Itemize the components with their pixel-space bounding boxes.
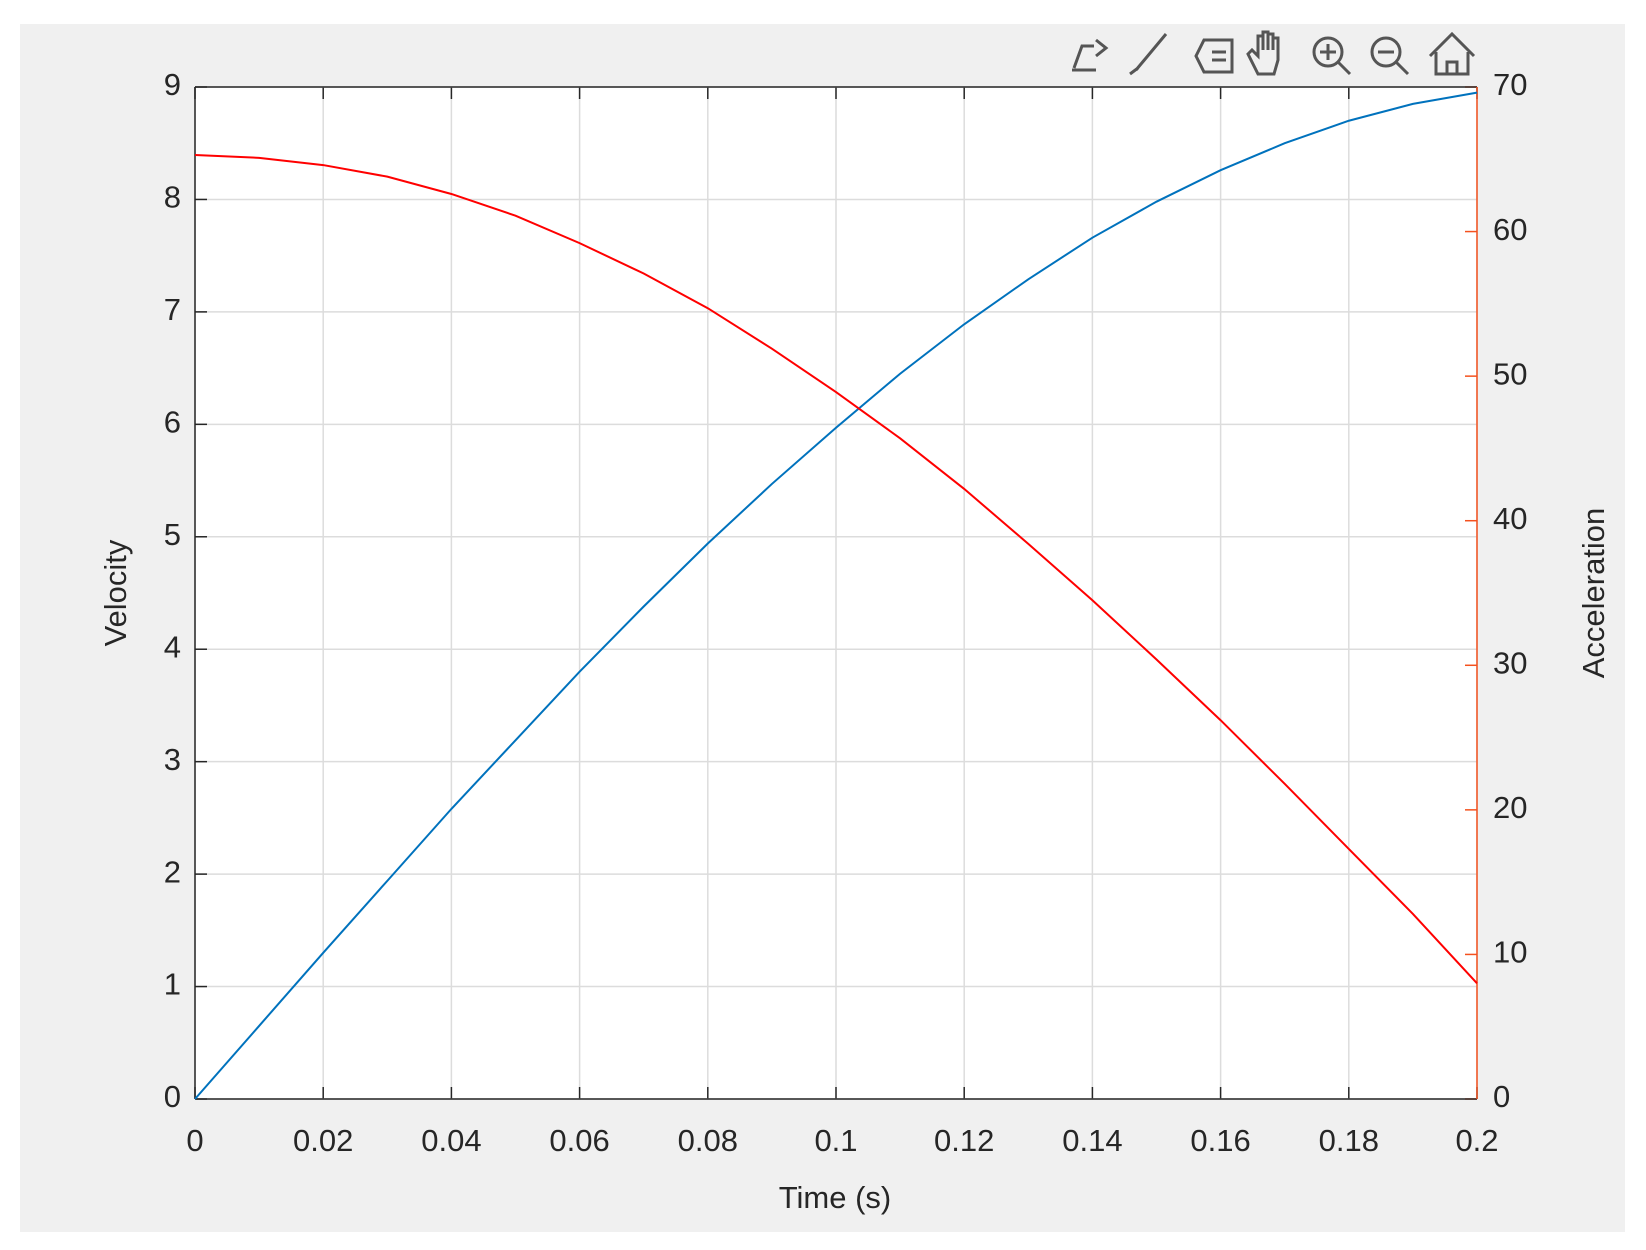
zoom-in-button[interactable]: [1312, 36, 1352, 76]
zoom-out-button[interactable]: [1370, 36, 1410, 76]
series-line: [194, 153, 1478, 985]
y-tick-label: 4: [164, 629, 181, 664]
x-tick-label: 0.14: [1062, 1123, 1122, 1158]
x-tick-label: 0.12: [934, 1123, 994, 1158]
y2-tick-label: 0: [1493, 1079, 1510, 1114]
x-tick-label: 0.08: [678, 1123, 738, 1158]
x-tick-label: 0.16: [1190, 1123, 1250, 1158]
x-tick-label: 0.06: [549, 1123, 609, 1158]
y2-axis-label: Acceleration: [1576, 508, 1611, 679]
y-tick-label: 0: [164, 1079, 181, 1114]
toolbar: [1072, 30, 1476, 76]
y-tick-label: 6: [164, 405, 181, 440]
y-tick-label: 8: [164, 180, 181, 215]
y-tick-label: 7: [164, 292, 181, 327]
brush-button[interactable]: [1129, 33, 1168, 76]
y2-tick-label: 70: [1493, 67, 1527, 102]
y-tick-label: 5: [164, 517, 181, 552]
y2-tick-label: 60: [1493, 212, 1527, 247]
y2-tick-label: 10: [1493, 935, 1527, 970]
x-tick-label: 0.18: [1319, 1123, 1379, 1158]
y-axis-label: Velocity: [98, 539, 133, 646]
y-tick-label: 1: [164, 967, 181, 1002]
x-axis-label: Time (s): [779, 1180, 892, 1215]
y2-tick-label: 40: [1493, 501, 1527, 536]
y-tick-label: 2: [164, 854, 181, 889]
export-button[interactable]: [1072, 38, 1109, 72]
x-tick-label: 0.1: [814, 1123, 857, 1158]
y2-tick-label: 20: [1493, 790, 1527, 825]
series-line: [194, 91, 1478, 1100]
data-tip-button[interactable]: [1194, 38, 1234, 74]
x-tick-label: 0: [186, 1123, 203, 1158]
pan-button[interactable]: [1246, 30, 1280, 76]
y-tick-label: 3: [164, 742, 181, 777]
y2-tick-label: 50: [1493, 356, 1527, 391]
y2-tick-label: 30: [1493, 645, 1527, 680]
x-tick-label: 0.02: [293, 1123, 353, 1158]
y-tick-label: 9: [164, 67, 181, 102]
home-button[interactable]: [1428, 31, 1476, 76]
x-tick-label: 0.2: [1455, 1123, 1498, 1158]
x-tick-label: 0.04: [421, 1123, 481, 1158]
